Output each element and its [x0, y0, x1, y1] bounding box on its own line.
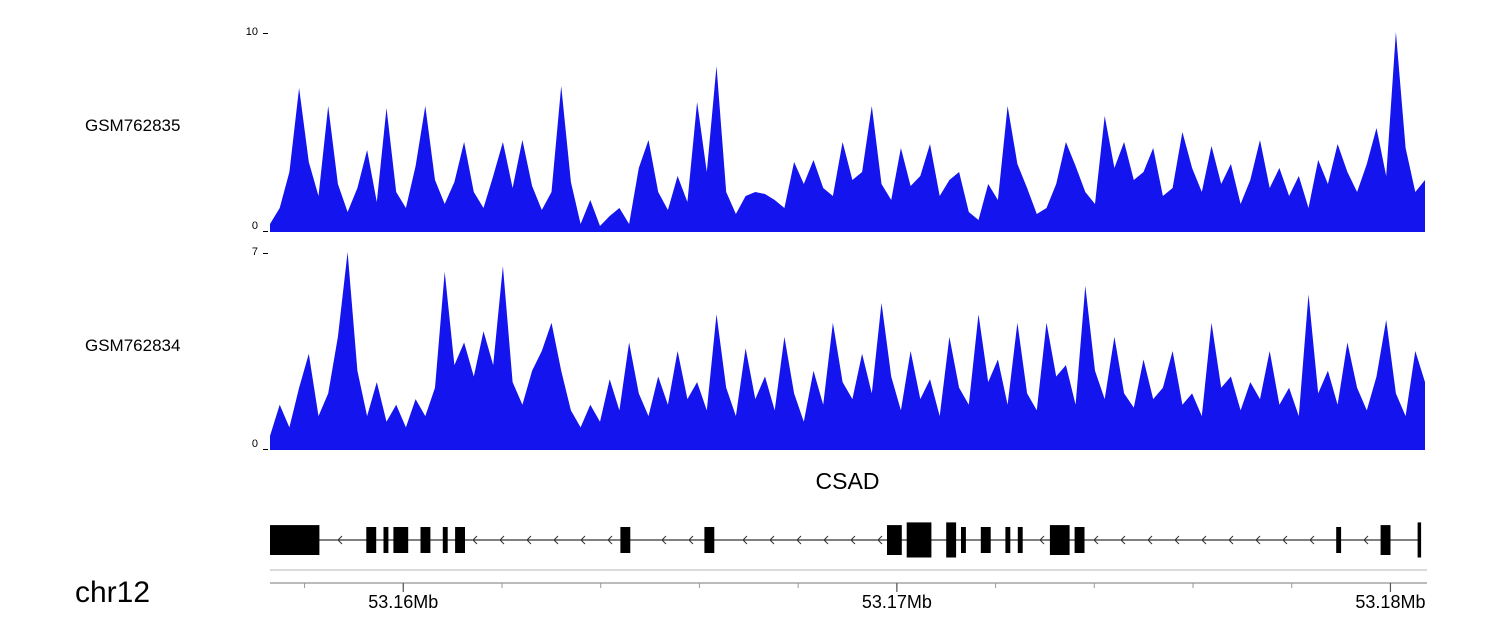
track-label-gsm762835: GSM762835 [85, 116, 181, 135]
exon-rect [906, 522, 932, 558]
coverage-track-gsm762834 [270, 252, 1425, 450]
exon-rect [366, 527, 377, 553]
exon-rect [620, 527, 631, 553]
exon-rect [1417, 522, 1422, 558]
strand-arrow-left-icon [337, 535, 343, 545]
strand-arrow-left-icon [661, 535, 667, 545]
track-label-gsm762834: GSM762834 [85, 336, 181, 355]
coverage-area-polygon [270, 252, 1425, 450]
exon-rect [980, 527, 991, 553]
exon-rect [1005, 527, 1011, 553]
strand-arrow-left-icon [742, 535, 748, 545]
exon-rect [393, 527, 409, 553]
exon-rect [1336, 527, 1342, 553]
strand-arrow-left-icon [607, 535, 613, 545]
strand-arrow-left-icon [1147, 535, 1153, 545]
exon-rect [946, 522, 957, 558]
exon-rect [961, 527, 966, 553]
chromosome-label: chr12 [75, 576, 151, 609]
genome-axis-ruler [270, 569, 1427, 592]
strand-arrow-left-icon [769, 535, 775, 545]
strand-arrow-left-icon [553, 535, 559, 545]
exon-rect [442, 527, 448, 553]
strand-arrow-left-icon [688, 535, 694, 545]
strand-arrow-left-icon [823, 535, 829, 545]
strand-arrow-left-icon [1093, 535, 1099, 545]
axis-tick-label: 53.16Mb [368, 592, 439, 612]
strand-arrow-left-icon [526, 535, 532, 545]
strand-arrow-left-icon [1120, 535, 1126, 545]
strand-arrow-left-icon [1363, 535, 1369, 545]
gene-name-label: CSAD [815, 468, 880, 494]
exon-rect [1380, 525, 1391, 555]
exon-rect [1074, 527, 1085, 553]
y-axis-min-label-track2: 0 [251, 438, 258, 450]
gene-model-track [270, 522, 1422, 558]
exon-rect [1049, 525, 1070, 555]
strand-arrow-left-icon [877, 535, 883, 545]
axis-tick-label: 53.17Mb [861, 592, 932, 612]
strand-arrow-left-icon [850, 535, 856, 545]
coverage-track-gsm762835 [270, 32, 1425, 232]
strand-arrow-left-icon [1201, 535, 1207, 545]
exon-rect [420, 527, 431, 553]
strand-arrow-left-icon [1282, 535, 1288, 545]
axis-tick-label: 53.18Mb [1355, 592, 1426, 612]
y-axis-tick [263, 33, 268, 34]
exon-rect [1017, 527, 1023, 553]
strand-arrow-left-icon [1174, 535, 1180, 545]
exon-rect [455, 527, 465, 553]
strand-arrow-left-icon [1039, 535, 1045, 545]
y-axis-tick [263, 253, 268, 254]
exon-rect [704, 527, 715, 553]
coverage-area-polygon [270, 32, 1425, 232]
strand-arrow-left-icon [1255, 535, 1261, 545]
exon-rect [887, 525, 902, 555]
y-axis-tick [263, 231, 268, 232]
strand-arrow-left-icon [499, 535, 505, 545]
strand-arrow-left-icon [580, 535, 586, 545]
y-axis-max-label-track1: 10 [245, 26, 258, 38]
exon-rect [270, 525, 320, 555]
strand-arrow-left-icon [1228, 535, 1234, 545]
strand-arrow-left-icon [472, 535, 478, 545]
exon-rect [383, 527, 389, 553]
strand-arrow-left-icon [796, 535, 802, 545]
strand-arrow-left-icon [1309, 535, 1315, 545]
y-axis-max-label-track2: 7 [251, 246, 258, 258]
y-axis-tick [263, 449, 268, 450]
y-axis-min-label-track1: 0 [251, 220, 258, 232]
